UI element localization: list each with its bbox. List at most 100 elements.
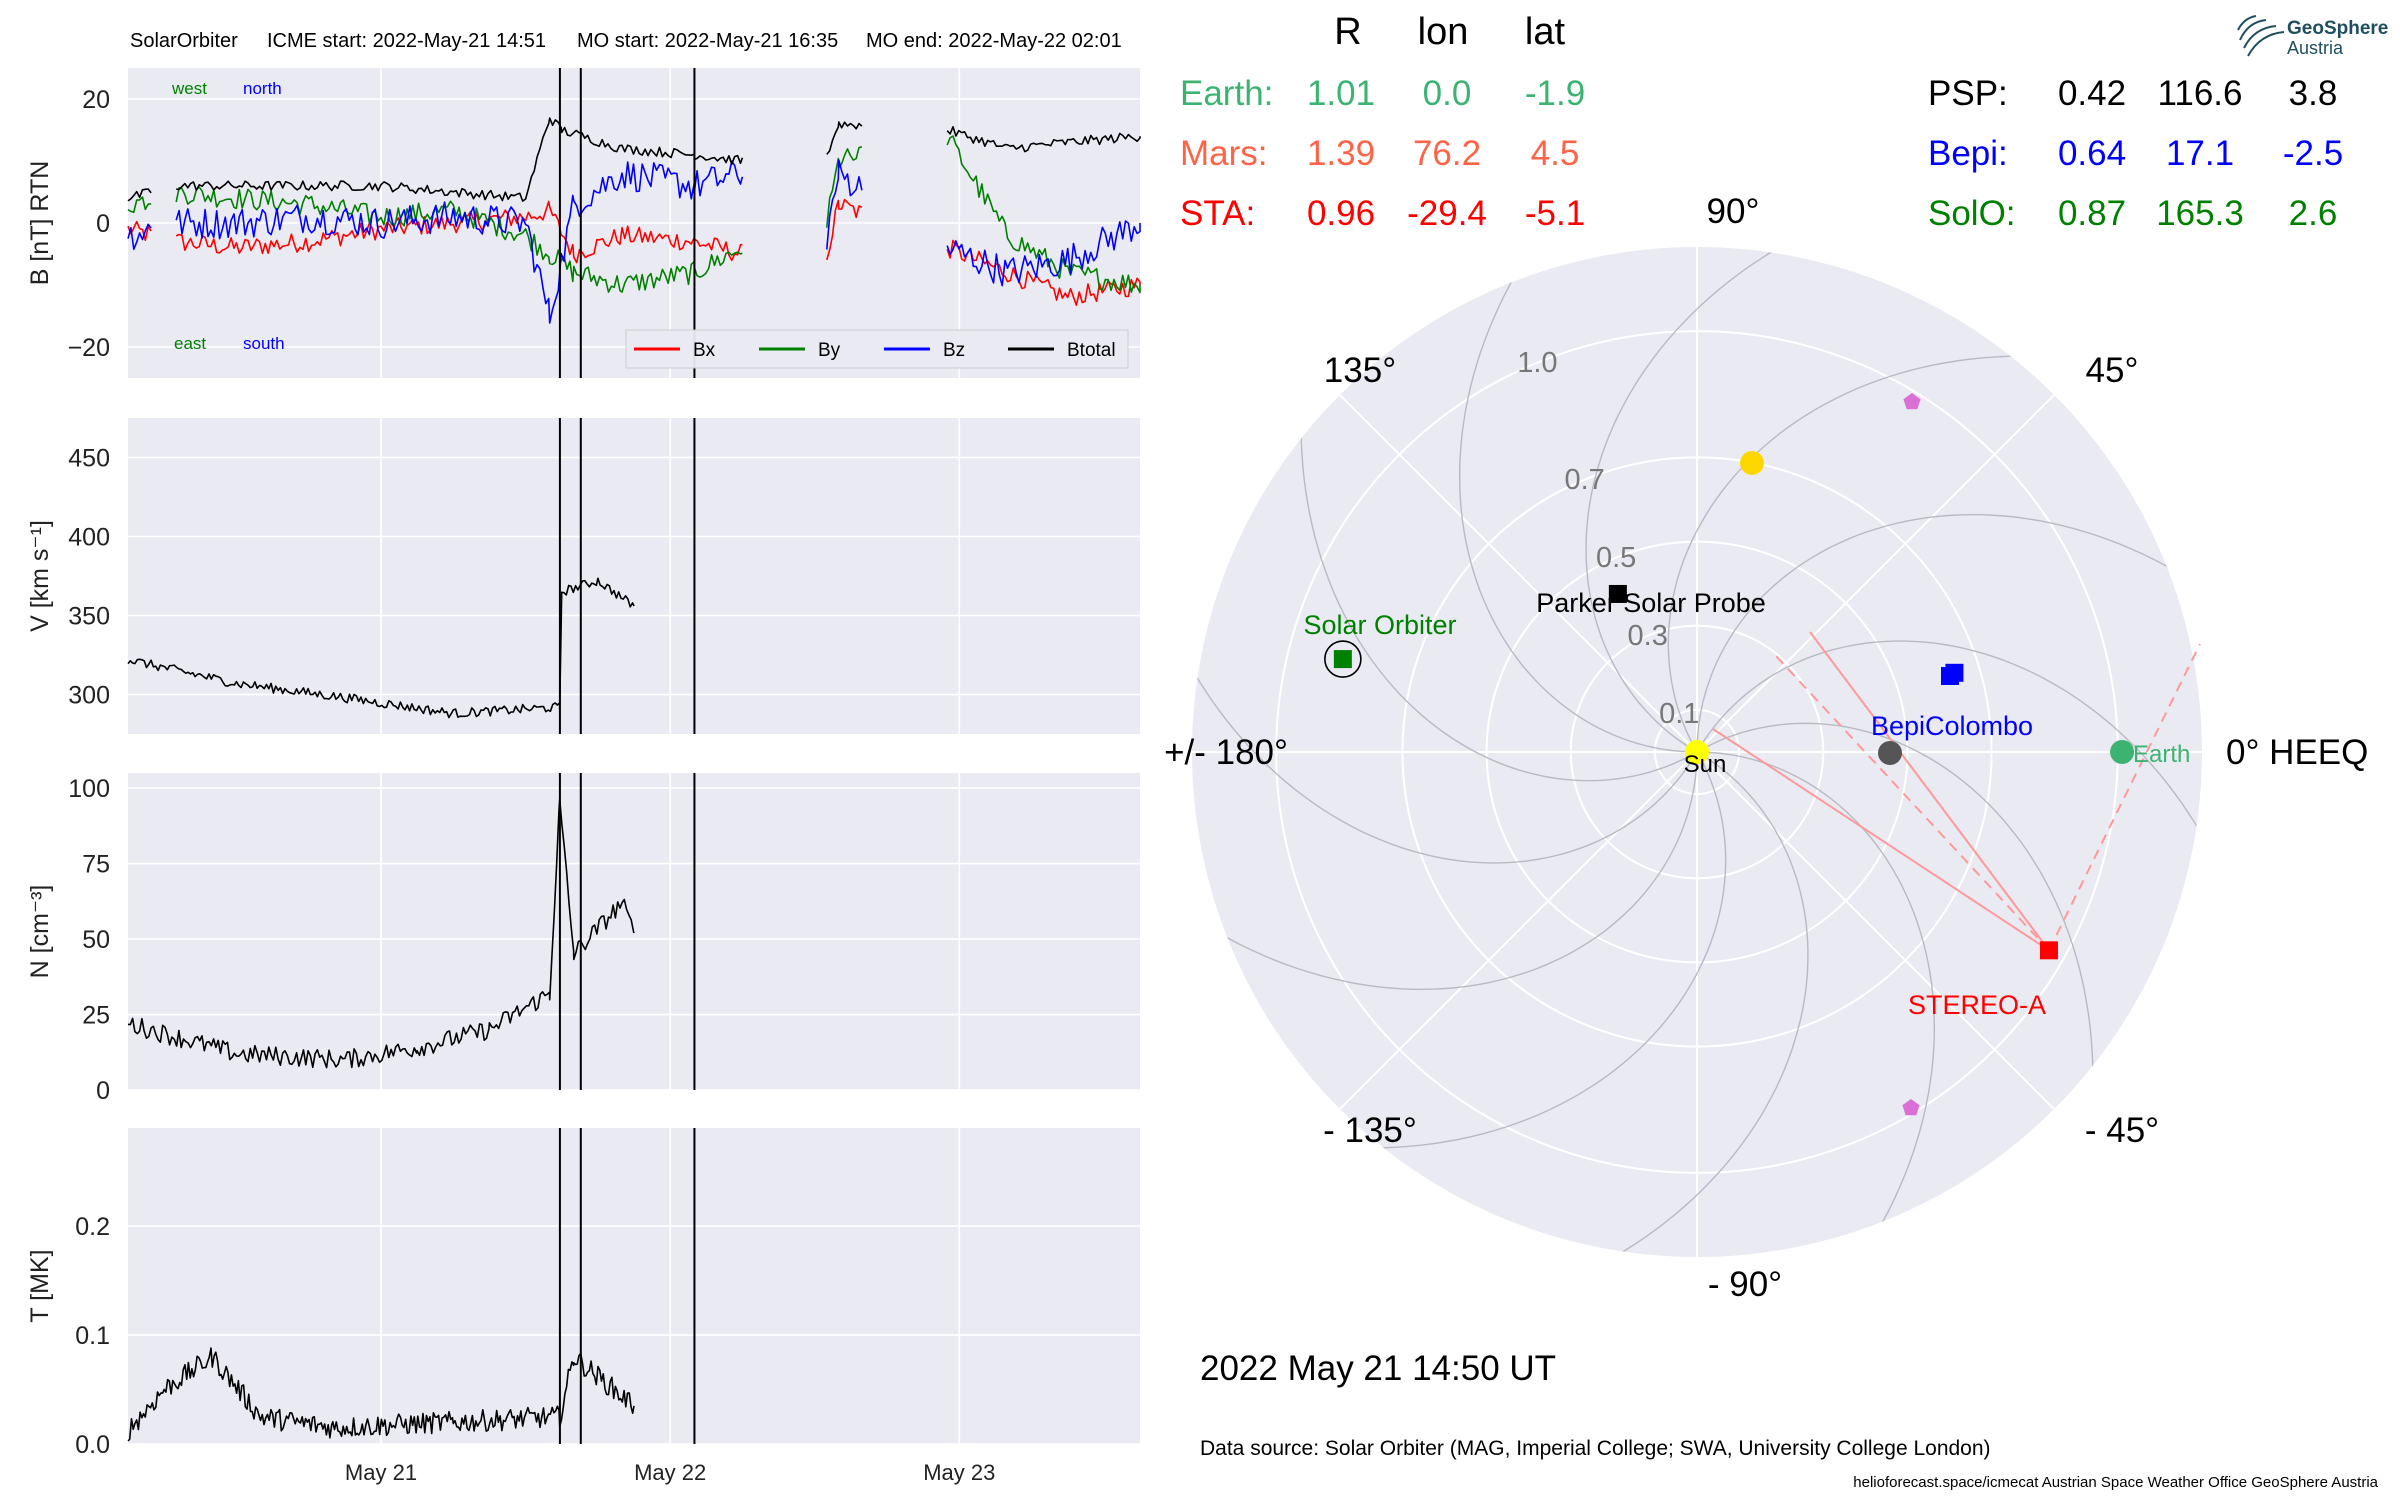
ytick-velocity-3: 300 <box>68 682 110 710</box>
polar-angle-label-6: - 90° <box>1708 1265 1782 1304</box>
table-right-R-2: 0.87 <box>2058 194 2126 233</box>
polar-rtick-2: 0.5 <box>1596 542 1636 574</box>
ytick-density-2: 50 <box>82 926 110 954</box>
legend-bx: Bx <box>693 340 716 361</box>
spacecraft-label: SolarOrbiter <box>130 30 238 52</box>
datetime-label: 2022 May 21 14:50 UT <box>1200 1349 1556 1388</box>
marker-1 <box>2110 740 2135 764</box>
table-left-R-1: 1.39 <box>1307 134 1375 173</box>
polar-rtick-3: 0.7 <box>1564 464 1604 496</box>
sta-fov-solid-0 <box>1712 728 2050 952</box>
series-velocity-V <box>127 577 635 719</box>
panel-density: 100 75 50 25 0 N [cm⁻³] <box>26 773 1140 1105</box>
legend-bz: Bz <box>943 340 965 361</box>
data-source-label: Data source: Solar Orbiter (MAG, Imperia… <box>1200 1437 1991 1460</box>
icme-start-label: ICME start: 2022-May-21 14:51 <box>267 30 546 52</box>
header-lon: lon <box>1418 11 1469 53</box>
xtick-0: May 21 <box>345 1460 417 1485</box>
mo-start-label: MO start: 2022-May-21 16:35 <box>577 30 838 52</box>
polar-spoke-225 <box>1339 751 1698 1110</box>
marker-4 <box>1608 584 1627 603</box>
xtick-1: May 22 <box>634 1460 706 1485</box>
polar-angle-label-1: 45° <box>2086 351 2139 390</box>
table-left-lon-1: 76.2 <box>1413 134 1481 173</box>
table-left-lat-2: -5.1 <box>1525 194 1585 233</box>
table-left-lat-0: -1.9 <box>1525 74 1585 113</box>
mo-end-label: MO end: 2022-May-22 02:01 <box>866 30 1122 52</box>
parker-spiral-2 <box>1700 640 2202 1010</box>
marker-10 <box>1902 1099 1920 1116</box>
series-density-N <box>127 798 635 1069</box>
ytick-temperature-2: 0.0 <box>75 1431 110 1459</box>
ytick-density-0: 100 <box>68 775 110 803</box>
polar-position-plot: 0.1 0.3 0.5 0.7 1.0 0° HEEQ 45° 90° 135° +/- 180°… <box>1164 192 2368 1304</box>
series-magnetic_field-Bz <box>127 159 1141 324</box>
credits-label: helioforecast.space/icmecat Austrian Spa… <box>1853 1474 2378 1491</box>
table-right-lat-0: 3.8 <box>2289 74 2338 113</box>
xtick-2: May 23 <box>923 1460 995 1485</box>
positions-table: R lon lat Earth: 1.01 0.0 -1.9 Mars: 1.39 76.2… <box>1180 11 2343 233</box>
ytick-magnetic_field-1: 0 <box>96 210 110 238</box>
ytick-velocity-2: 350 <box>68 603 110 631</box>
ylabel-temperature: T [MK] <box>26 1249 54 1322</box>
north-label: north <box>243 79 282 98</box>
polar-rtick-0: 0.1 <box>1659 698 1699 730</box>
ytick-temperature-0: 0.2 <box>75 1213 110 1241</box>
polar-object-label-1: Parker Solar Probe <box>1536 588 1766 618</box>
marker-0 <box>1685 740 1709 764</box>
polar-angle-label-7: - 45° <box>2085 1111 2159 1150</box>
polar-object-label-4: Earth <box>2133 741 2190 768</box>
polar-object-label-5: STEREO-A <box>1908 990 2046 1020</box>
panel-bg-temperature <box>128 1128 1140 1444</box>
polar-object-label-2: Sun <box>1684 751 1727 778</box>
table-right-name-2: SolO: <box>1928 194 2016 233</box>
timeseries-panels: 20 0 −20 B [nT] RTN 450 400 350 300 V [km s⁻¹] 10… <box>26 68 1141 1485</box>
header-R: R <box>1334 11 1361 53</box>
series-magnetic_field-Btotal <box>127 117 1141 202</box>
ytick-density-4: 0 <box>96 1077 110 1105</box>
polar-angle-label-3: 135° <box>1324 351 1396 390</box>
ytick-magnetic_field-0: 20 <box>82 86 110 114</box>
marker-7 <box>1878 741 1902 765</box>
polar-rtick-4: 1.0 <box>1517 347 1557 379</box>
table-right-lat-1: -2.5 <box>2283 134 2343 173</box>
header-lat: lat <box>1525 11 1566 53</box>
ytick-velocity-1: 400 <box>68 524 110 552</box>
sta-fov-solid-1 <box>1809 631 2050 951</box>
table-left-lon-0: 0.0 <box>1423 74 1472 113</box>
polar-angle-label-2: 90° <box>1707 192 1760 231</box>
b-legend: Bx By Bz Btotal <box>625 329 1129 369</box>
table-right-name-1: Bepi: <box>1928 134 2008 173</box>
solo-ring <box>1324 640 1362 678</box>
marker-6 <box>1740 451 1764 475</box>
parker-spiral-5 <box>1585 247 1955 749</box>
polar-spoke-315 <box>1696 751 2055 1110</box>
parker-spiral-8 <box>1192 494 1694 864</box>
polar-object-label-3: BepiColombo <box>1871 711 2033 741</box>
table-left-name-0: Earth: <box>1180 74 1273 113</box>
parker-spiral-11 <box>1439 755 1809 1257</box>
ylabel-magnetic_field: B [nT] RTN <box>26 161 54 286</box>
table-left-R-2: 0.96 <box>1307 194 1375 233</box>
table-right-R-1: 0.64 <box>2058 134 2126 173</box>
ytick-velocity-0: 450 <box>68 445 110 473</box>
polar-rtick-1: 0.3 <box>1628 620 1668 652</box>
polar-spoke-135 <box>1339 394 1698 753</box>
ytick-density-3: 25 <box>82 1002 110 1030</box>
marker-5 <box>1333 650 1352 669</box>
table-left-name-2: STA: <box>1180 194 1255 233</box>
ylabel-density: N [cm⁻³] <box>26 885 54 979</box>
polar-angle-label-0: 0° HEEQ <box>2226 733 2368 772</box>
panel-magnetic_field: 20 0 −20 B [nT] RTN <box>26 68 1141 378</box>
legend-by: By <box>818 340 841 361</box>
ytick-temperature-1: 0.1 <box>75 1322 110 1350</box>
south-label: south <box>243 334 285 353</box>
panel-bg-velocity <box>128 418 1140 734</box>
east-label: east <box>174 334 206 353</box>
west-label: west <box>171 79 207 98</box>
logo-line2: Austria <box>2287 38 2344 58</box>
table-right-lon-1: 17.1 <box>2166 134 2234 173</box>
polar-angle-label-4: +/- 180° <box>1164 733 1288 772</box>
table-right-lon-0: 116.6 <box>2158 74 2243 113</box>
